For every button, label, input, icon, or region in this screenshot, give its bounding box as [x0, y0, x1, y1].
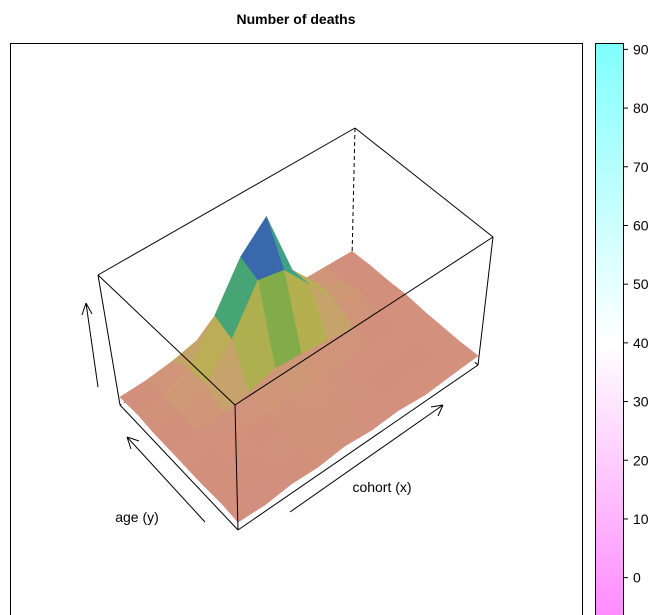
colorkey	[595, 43, 624, 615]
x-axis-label: cohort (x)	[352, 479, 411, 495]
colorkey-tick-label: 0	[633, 570, 641, 586]
y-arrow	[126, 436, 206, 523]
axis-arrows	[81, 302, 444, 523]
colorkey-tick-label: 30	[633, 394, 649, 410]
x-arrow	[289, 404, 444, 513]
surface	[119, 215, 479, 523]
box-front	[97, 236, 494, 531]
box-edge	[234, 236, 494, 406]
panel-border	[10, 43, 583, 615]
box-edge	[234, 404, 239, 531]
box-edge	[237, 364, 479, 531]
colorkey-tick-label: 80	[633, 100, 649, 116]
colorkey-tick-label: 60	[633, 217, 649, 233]
box-edge	[97, 274, 236, 406]
surface-facet	[220, 485, 266, 523]
colorkey-tick-label: 90	[633, 41, 649, 57]
colorkey-tick-label: 20	[633, 452, 649, 468]
colorkey-tick-label: 40	[633, 335, 649, 351]
box-edge	[354, 127, 494, 238]
box-edge	[351, 127, 356, 259]
box-edge	[97, 127, 356, 276]
colorkey-tick-label: 10	[633, 511, 649, 527]
box-edge	[477, 236, 494, 366]
box-edge	[119, 404, 239, 531]
z-arrow	[81, 302, 99, 388]
box-edge	[97, 274, 121, 406]
chart-title: Number of deaths	[236, 11, 355, 27]
y-axis-label: age (y)	[115, 509, 159, 525]
colorkey-tick-label: 50	[633, 276, 649, 292]
colorkey-tick-label: 70	[633, 159, 649, 175]
